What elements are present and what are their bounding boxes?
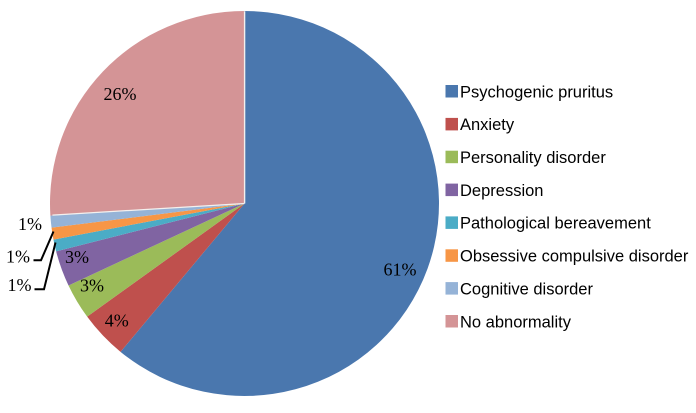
- svg-text:1%: 1%: [8, 275, 32, 295]
- svg-text:61%: 61%: [384, 260, 417, 280]
- svg-text:4%: 4%: [105, 311, 129, 331]
- svg-text:Personality disorder: Personality disorder: [460, 149, 606, 167]
- svg-text:Cognitive disorder: Cognitive disorder: [460, 280, 593, 298]
- svg-text:1%: 1%: [6, 247, 30, 267]
- svg-text:No abnormality: No abnormality: [460, 313, 572, 331]
- svg-text:Anxiety: Anxiety: [460, 116, 515, 134]
- svg-text:3%: 3%: [65, 247, 89, 267]
- svg-text:Depression: Depression: [460, 182, 543, 200]
- svg-text:26%: 26%: [104, 84, 137, 104]
- svg-text:Pathological bereavement: Pathological bereavement: [460, 215, 651, 233]
- svg-text:1%: 1%: [18, 214, 42, 234]
- svg-text:3%: 3%: [80, 276, 104, 296]
- svg-text:Psychogenic pruritus: Psychogenic pruritus: [460, 83, 613, 101]
- svg-text:Obsessive compulsive disorder: Obsessive compulsive disorder: [460, 248, 689, 266]
